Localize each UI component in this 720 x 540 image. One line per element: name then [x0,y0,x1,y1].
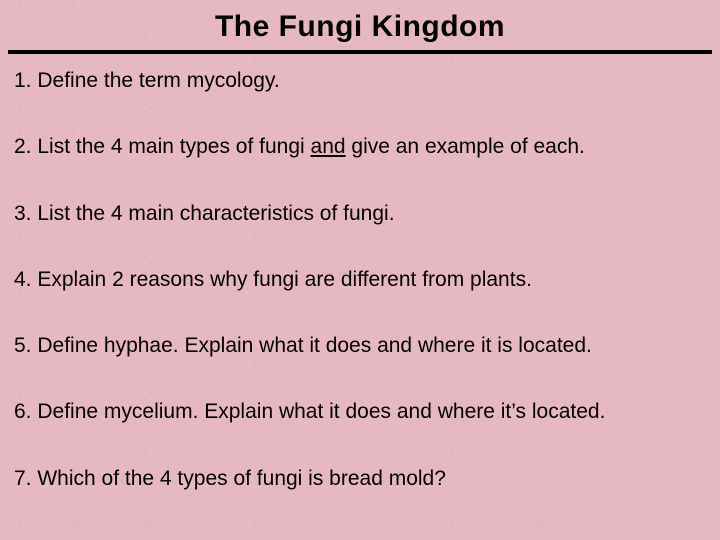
question-text-after: give an example of each. [346,135,585,158]
question-text: Define the term mycology. [37,69,279,92]
question-number: 7. [14,467,32,490]
question-text: Explain 2 reasons why fungi are differen… [37,268,532,291]
question-item: 5. Define hyphae. Explain what it does a… [14,333,706,359]
question-number: 1. [14,69,32,92]
question-text: List the 4 main characteristics of fungi… [37,202,394,225]
question-number: 2. [14,135,32,158]
question-item: 1. Define the term mycology. [14,68,706,94]
page-title: The Fungi Kingdom [8,10,712,44]
question-item: 7. Which of the 4 types of fungi is brea… [14,466,706,492]
question-number: 5. [14,334,32,357]
question-item: 2. List the 4 main types of fungi and gi… [14,134,706,160]
question-number: 3. [14,202,32,225]
title-underline-rule [8,50,712,54]
question-text: Define hyphae. Explain what it does and … [37,334,592,357]
question-item: 4. Explain 2 reasons why fungi are diffe… [14,267,706,293]
question-text: Which of the 4 types of fungi is bread m… [37,467,446,490]
question-text: Define mycelium. Explain what it does an… [37,400,605,423]
question-number: 4. [14,268,32,291]
question-list: 1. Define the term mycology. 2. List the… [8,68,712,492]
question-item: 3. List the 4 main characteristics of fu… [14,201,706,227]
question-number: 6. [14,400,32,423]
question-text-underlined: and [311,135,346,158]
question-item: 6. Define mycelium. Explain what it does… [14,399,706,425]
question-text-before: List the 4 main types of fungi [37,135,310,158]
